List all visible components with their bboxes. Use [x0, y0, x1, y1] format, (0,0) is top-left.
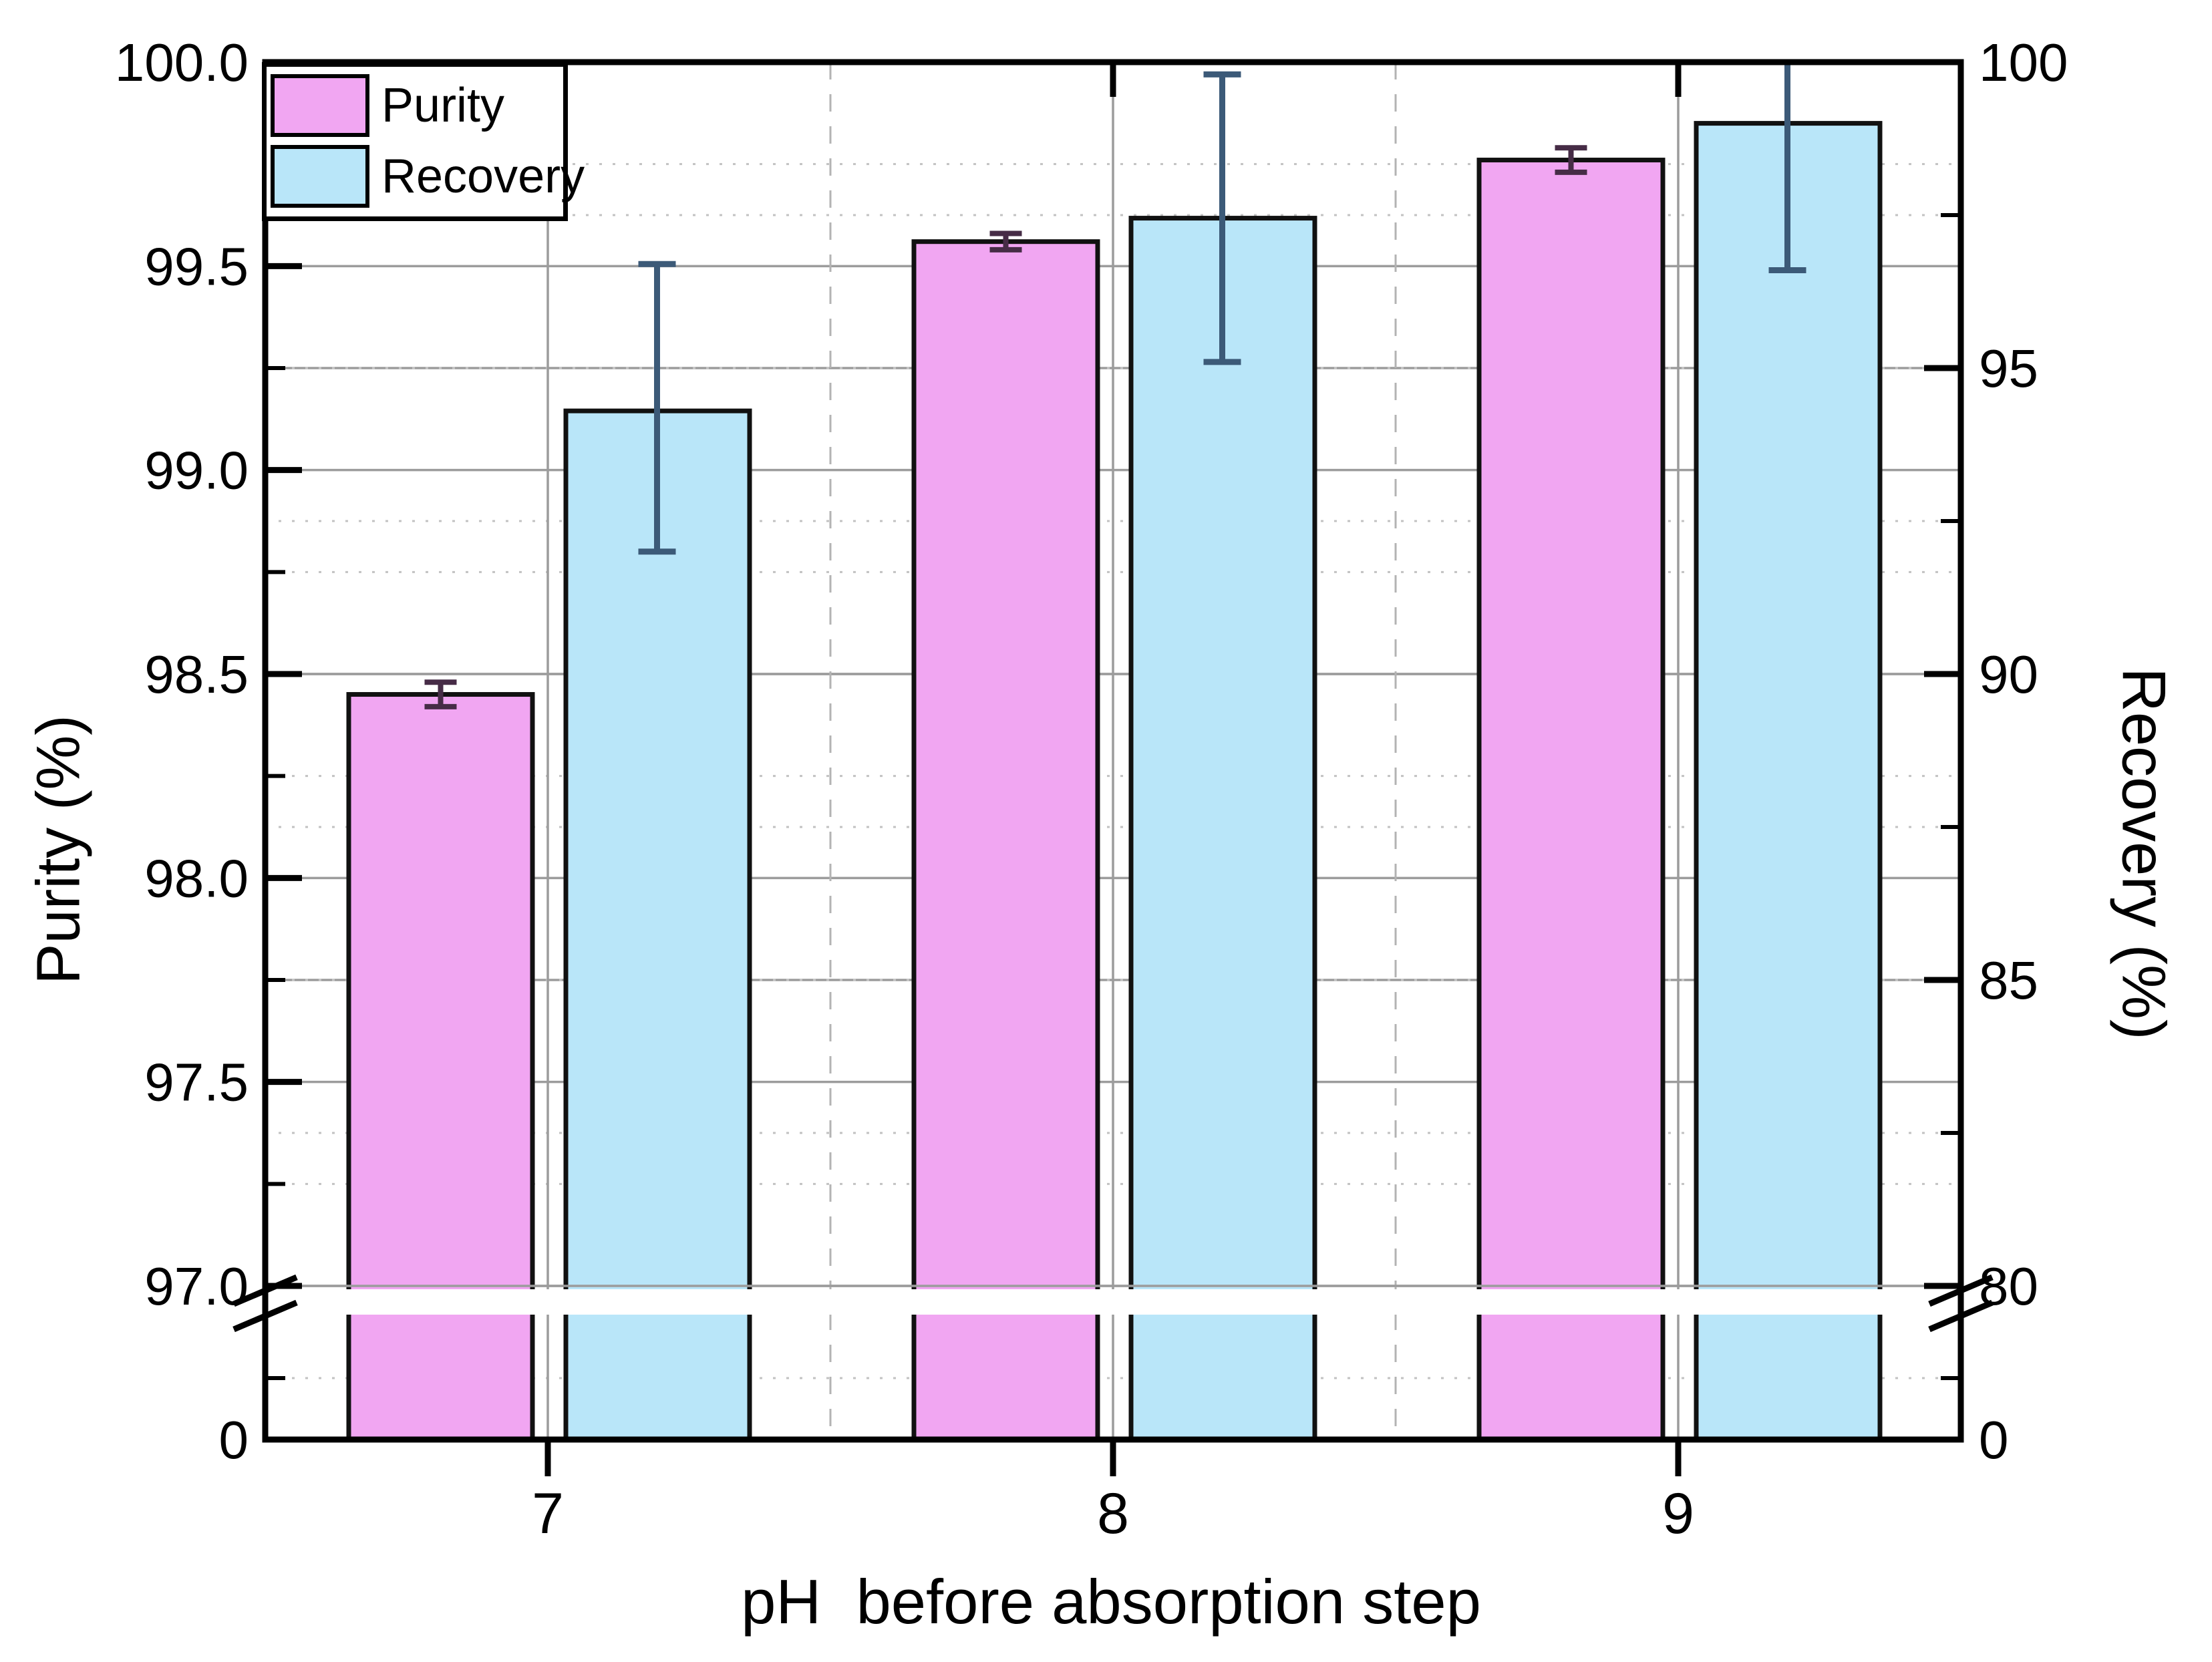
right-axis-title: Recovery (%) — [2109, 667, 2178, 1040]
x-tick-label: 9 — [1662, 1482, 1694, 1546]
left-tick-label: 99.5 — [144, 236, 249, 296]
x-axis-title: pH before absorption step — [741, 1566, 1481, 1637]
axis-break-slash — [1928, 1274, 1994, 1307]
bar-purity-ph8 — [911, 239, 1100, 1442]
bar-recovery-ph9 — [1694, 121, 1883, 1442]
left-axis-title: Purity (%) — [24, 715, 93, 985]
right-tick-label: 80 — [1979, 1257, 2038, 1316]
x-tick-label: 8 — [1097, 1482, 1129, 1546]
left-tick-label: 98.0 — [144, 848, 249, 908]
right-tick-label: 100 — [1979, 33, 2068, 92]
left-tick-label: 97.5 — [144, 1053, 249, 1112]
legend: Purity Recovery — [262, 62, 585, 221]
legend-swatch-purity — [271, 74, 369, 137]
legend-label-purity: Purity — [381, 79, 505, 132]
x-tick-label: 7 — [532, 1482, 564, 1546]
left-tick-label: 99.0 — [144, 441, 249, 500]
right-tick-label: 85 — [1979, 951, 2038, 1010]
legend-swatch-recovery — [271, 145, 369, 208]
right-tick-label: 95 — [1979, 339, 2038, 398]
right-tick-label: 90 — [1979, 645, 2038, 704]
axis-break-slash — [1928, 1299, 1994, 1333]
axis-break-band — [269, 1289, 1957, 1315]
left-tick-label: 97.0 — [144, 1257, 249, 1316]
bar-purity-ph9 — [1476, 158, 1666, 1442]
legend-item-recovery: Recovery — [271, 144, 585, 208]
bar-purity-ph7 — [346, 692, 535, 1442]
legend-label-recovery: Recovery — [381, 150, 585, 203]
bar-recovery-ph7 — [563, 408, 752, 1442]
left-tick-label: 100.0 — [115, 33, 249, 92]
legend-item-purity: Purity — [271, 73, 558, 138]
left-tick-label: 98.5 — [144, 645, 249, 704]
axis-break-slash — [232, 1274, 298, 1307]
bar-recovery-ph8 — [1128, 216, 1317, 1442]
right-zero-label: 0 — [1979, 1410, 2009, 1470]
left-zero-label: 0 — [219, 1410, 249, 1470]
axis-break-slash — [232, 1299, 298, 1333]
